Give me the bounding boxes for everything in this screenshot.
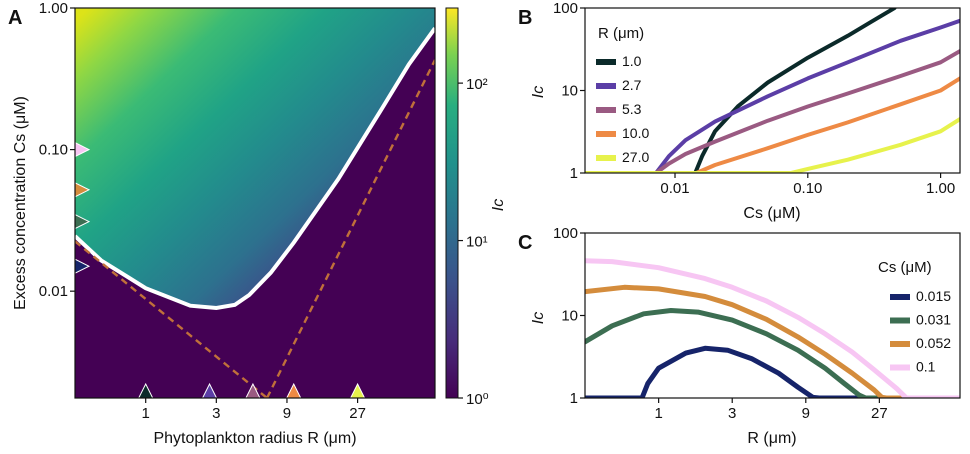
colorbar-tick-label: 10⁰: [466, 391, 489, 408]
legend-swatch: [890, 341, 910, 347]
colorbar-label: Ic: [490, 199, 507, 211]
y-tick-label: 1: [570, 390, 578, 407]
concentration-marker: [75, 258, 91, 274]
x-tick-label: 27: [871, 405, 888, 422]
legend-label: 1.0: [622, 53, 642, 69]
panel-b-legend: R (μm) 1.0 2.7 5.3 10.0 27.0: [596, 25, 649, 165]
panel-b-ticks: 0.01 0.10 1.00 1 10 100: [553, 0, 955, 197]
legend-swatch: [596, 131, 616, 137]
series-line: [585, 18, 960, 173]
legend-swatch: [890, 364, 910, 371]
radius-marker: [350, 382, 366, 398]
series-line: [585, 345, 960, 398]
x-tick-label: 0.01: [660, 180, 689, 197]
x-tick-label: 1.00: [926, 180, 955, 197]
y-tick-label: 100: [553, 0, 578, 17]
radius-markers: [138, 382, 366, 398]
legend-swatch: [596, 83, 616, 89]
legend-swatch: [890, 317, 910, 324]
y-tick-label: 0.01: [39, 283, 68, 300]
x-tick-label: 1: [142, 405, 150, 422]
legend-label: 0.015: [916, 288, 951, 304]
dashed-line-right: [265, 59, 435, 398]
series-line: [585, 308, 960, 398]
panel-a-ylabel: Excess concentration Cs (μM): [12, 96, 29, 310]
panel-b-line: 0.01 0.10 1.00 1 10 100 Cs (μM) Ic R (μm) 1.0…: [530, 0, 961, 222]
radius-marker: [138, 382, 154, 398]
threshold-curve: [75, 27, 435, 311]
dashed-line-left: [75, 240, 268, 398]
panel-b-legend-title: R (μm): [598, 25, 644, 42]
heatmap-gradient-region: [75, 8, 435, 308]
y-tick-label: 100: [553, 225, 578, 242]
legend-label: 10.0: [622, 125, 649, 141]
legend-label: 2.7: [622, 77, 642, 93]
legend-label: 0.1: [916, 359, 936, 375]
x-tick-label: 27: [349, 405, 366, 422]
y-tick-label: 1: [570, 165, 578, 182]
legend-swatch: [890, 294, 910, 300]
panel-c-ylabel: Ic: [530, 312, 547, 324]
panel-label-c: C: [518, 232, 532, 254]
radius-marker: [201, 382, 218, 398]
panel-c-legend-title: Cs (μM): [878, 259, 932, 276]
panel-b-xlabel: Cs (μM): [743, 205, 800, 222]
panel-b-legend-entries: 1.0 2.7 5.3 10.0 27.0: [596, 53, 649, 165]
colorbar-tick-label: 10²: [466, 76, 488, 93]
concentration-markers: [75, 142, 91, 274]
concentration-marker: [75, 142, 91, 158]
x-tick-label: 0.10: [793, 180, 822, 197]
concentration-marker: [75, 182, 91, 198]
legend-swatch: [596, 107, 616, 113]
series-line: [585, 284, 960, 398]
legend-swatch: [596, 59, 616, 65]
panel-a-xlabel: Phytoplankton radius R (μm): [153, 430, 356, 447]
legend-label: 0.031: [916, 312, 951, 328]
colorbar: [445, 7, 459, 399]
panel-b-lines: [585, 8, 960, 173]
panel-b-ylabel: Ic: [530, 86, 547, 98]
legend-label: 27.0: [622, 149, 649, 165]
series-line: [585, 258, 960, 398]
radius-marker: [286, 382, 302, 398]
radius-marker: [245, 382, 261, 398]
x-tick-label: 3: [728, 405, 736, 422]
panel-a-ticks: 1 3 9 27 0.01 0.10 1.00: [39, 0, 366, 422]
panel-label-b: B: [518, 7, 532, 29]
series-line: [585, 49, 960, 173]
legend-label: 0.052: [916, 335, 951, 351]
panel-c-lines: [585, 258, 960, 398]
legend-swatch: [596, 155, 616, 161]
x-tick-label: 9: [283, 405, 291, 422]
concentration-marker: [75, 214, 91, 230]
y-tick-label: 1.00: [39, 0, 68, 17]
series-line: [585, 76, 960, 173]
series-line: [585, 8, 897, 173]
y-tick-label: 10: [561, 83, 578, 100]
colorbar-ticks: 10⁰ 10¹ 10²: [458, 76, 489, 408]
legend-label: 5.3: [622, 101, 642, 117]
y-tick-label: 0.10: [39, 142, 68, 159]
panel-c-xlabel: R (μm): [747, 430, 796, 447]
x-tick-label: 1: [654, 405, 662, 422]
x-tick-label: 3: [212, 405, 220, 422]
panel-a-frame: [74, 7, 436, 399]
panel-c-legend: Cs (μM) 0.015 0.031 0.052 0.1: [878, 259, 951, 375]
panel-label-a: A: [8, 7, 22, 29]
panel-c-legend-entries: 0.015 0.031 0.052 0.1: [890, 288, 951, 375]
panel-a-heatmap: 1 3 9 27 0.01 0.10 1.00 Phytoplankton radius R…: [12, 0, 507, 447]
colorbar-tick-label: 10¹: [466, 234, 488, 251]
series-line: [585, 117, 960, 173]
panel-c-ticks: 1 3 9 27 1 10 100: [553, 225, 888, 422]
x-tick-label: 9: [802, 405, 810, 422]
panel-c-line: 1 3 9 27 1 10 100 R (μm) Ic Cs (μM) 0.015 0.031…: [530, 225, 961, 447]
y-tick-label: 10: [561, 308, 578, 325]
